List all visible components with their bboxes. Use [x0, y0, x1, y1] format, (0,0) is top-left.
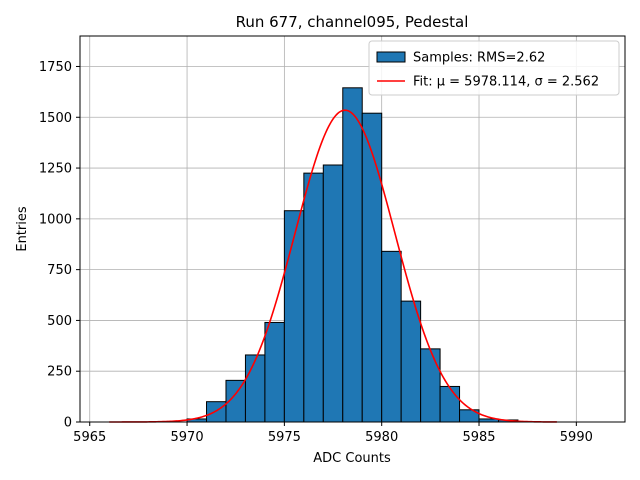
histogram-bar	[381, 250, 402, 423]
y-tick-label: 1250	[39, 162, 72, 177]
x-axis-ticks: 5965 5970 5975 5980 5985 5990	[73, 422, 593, 445]
y-axis-ticks: 0 250 500 750 1000 1250 1500 1750	[39, 60, 80, 431]
histogram-bar	[303, 172, 324, 423]
histogram-bar	[264, 321, 285, 423]
legend: Samples: RMS=2.62 Fit: μ = 5978.114, σ = …	[368, 40, 620, 96]
y-axis-label: Entries	[15, 206, 30, 252]
x-tick-label: 5965	[73, 430, 106, 445]
y-tick-label: 1750	[39, 60, 72, 75]
legend-label-samples: Samples: RMS=2.62	[413, 51, 545, 66]
histogram-bar	[342, 87, 363, 423]
x-tick-label: 5985	[462, 430, 495, 445]
y-tick-label: 1000	[39, 212, 72, 227]
histogram-bar	[283, 210, 305, 423]
y-tick-label: 0	[64, 416, 72, 431]
fit-curve	[109, 109, 557, 423]
x-tick-label: 5970	[171, 430, 204, 445]
legend-swatch-samples	[376, 51, 406, 63]
histogram-bar	[361, 112, 383, 423]
x-tick-label: 5980	[365, 430, 398, 445]
y-tick-label: 750	[47, 263, 72, 278]
y-tick-label: 500	[47, 314, 72, 329]
plot-frame	[79, 35, 626, 423]
histogram-bar	[206, 401, 227, 423]
x-axis-label: ADC Counts	[313, 451, 391, 466]
chart-title: Run 677, channel095, Pedestal	[236, 13, 469, 31]
legend-box	[368, 40, 620, 96]
histogram-bars	[186, 87, 519, 423]
x-tick-label: 5990	[560, 430, 593, 445]
y-tick-label: 1500	[39, 111, 72, 126]
histogram-bar	[244, 354, 266, 423]
histogram-bar	[400, 300, 422, 423]
y-tick-label: 250	[47, 365, 72, 380]
histogram-bar	[439, 385, 461, 423]
fit-curve-layer	[109, 109, 557, 423]
histogram-bar	[420, 348, 441, 423]
x-tick-label: 5975	[268, 430, 301, 445]
histogram-bar	[322, 164, 344, 423]
legend-label-fit: Fit: μ = 5978.114, σ = 2.562	[413, 75, 599, 90]
axes	[79, 35, 626, 423]
